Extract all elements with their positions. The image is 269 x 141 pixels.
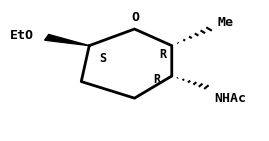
Text: NHAc: NHAc <box>214 92 246 105</box>
Text: S: S <box>99 52 106 65</box>
Text: O: O <box>131 11 139 24</box>
Text: Me: Me <box>217 16 233 29</box>
Text: EtO: EtO <box>9 29 33 42</box>
Text: R: R <box>154 73 161 86</box>
Polygon shape <box>45 35 89 46</box>
Text: R: R <box>159 48 166 61</box>
